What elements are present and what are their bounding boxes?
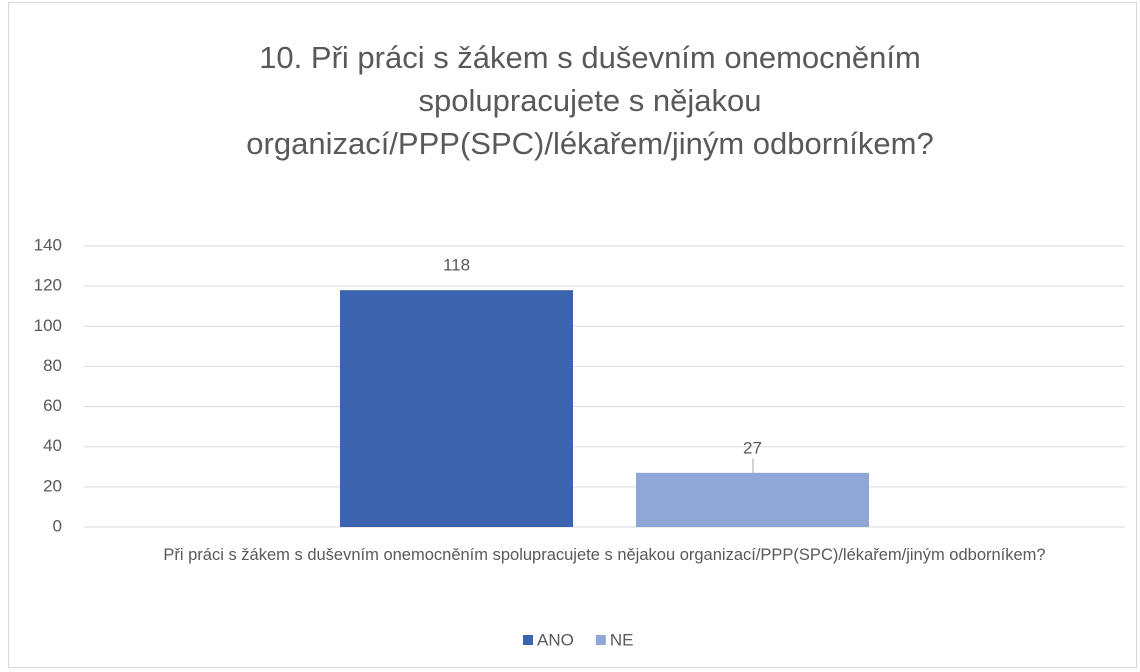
bar <box>340 290 573 527</box>
y-tick-label: 100 <box>34 316 62 335</box>
y-tick-label: 60 <box>43 396 62 415</box>
y-tick-label: 120 <box>34 276 62 295</box>
data-label: 118 <box>443 256 470 275</box>
y-tick-label: 140 <box>34 235 62 254</box>
chart-title: 10. Při práci s žákem s duševním onemocn… <box>246 40 934 161</box>
x-tick-label: Při práci s žákem s duševním onemocněním… <box>163 546 1046 564</box>
data-label: 27 <box>743 438 762 457</box>
legend-swatch <box>595 635 606 645</box>
y-tick-label: 20 <box>43 476 62 495</box>
legend-swatch <box>523 635 533 645</box>
legend-label: NE <box>610 630 634 649</box>
bar <box>636 472 869 527</box>
y-tick-label: 40 <box>43 436 62 455</box>
y-tick-label: 0 <box>53 516 62 535</box>
legend-label: ANO <box>537 630 574 649</box>
y-tick-label: 80 <box>43 356 62 375</box>
